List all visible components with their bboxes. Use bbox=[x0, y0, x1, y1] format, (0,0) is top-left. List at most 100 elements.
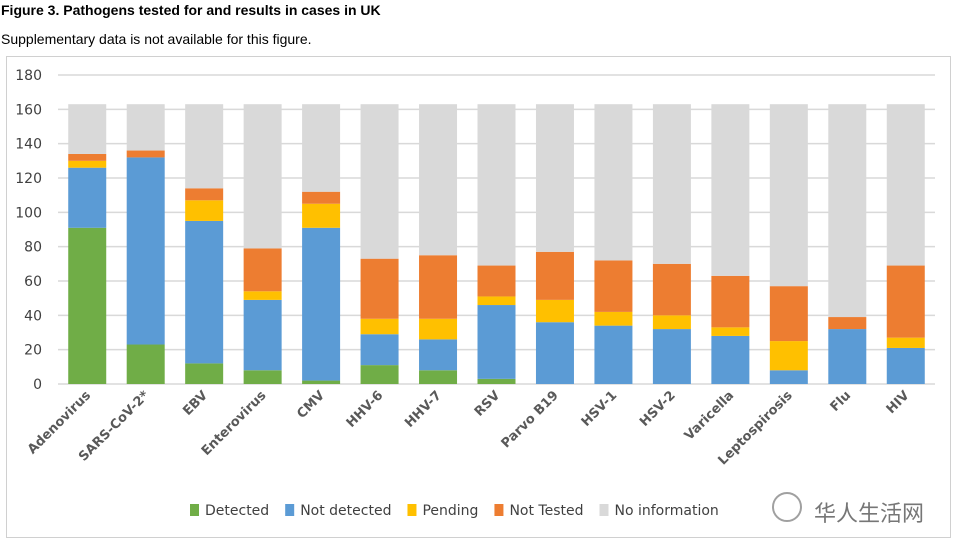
bar-segment-no-information bbox=[652, 104, 691, 264]
bar-segment-not-tested bbox=[419, 255, 458, 319]
bar-segment-no-information bbox=[68, 104, 107, 154]
bar-segment-pending bbox=[185, 200, 224, 221]
y-tick-label: 180 bbox=[15, 68, 42, 84]
bar-segment-no-information bbox=[419, 104, 458, 256]
bar-segment-pending bbox=[360, 318, 399, 335]
bar-segment-not-tested bbox=[185, 188, 224, 201]
legend-swatch bbox=[599, 504, 609, 516]
bar-segment-not-tested bbox=[243, 248, 282, 292]
bar-segment-pending bbox=[477, 296, 516, 306]
y-tick-label: 100 bbox=[15, 205, 42, 221]
legend-label: Pending bbox=[422, 503, 478, 519]
bar-segment-not-detected bbox=[302, 227, 341, 381]
bar-segment-detected bbox=[360, 365, 399, 384]
bar-segment-pending bbox=[769, 341, 808, 371]
bar-segment-not-detected bbox=[828, 329, 867, 384]
x-tick-label: HHV-7 bbox=[402, 388, 445, 431]
bar-segment-not-tested bbox=[477, 265, 516, 297]
bar-segment-not-detected bbox=[243, 299, 282, 371]
bar-segment-detected bbox=[477, 378, 516, 384]
bar-segment-no-information bbox=[243, 104, 282, 249]
bar-segment-not-detected bbox=[477, 305, 516, 379]
y-tick-label: 40 bbox=[24, 308, 42, 324]
bar-segment-no-information bbox=[594, 104, 633, 261]
x-tick-label: Flu bbox=[828, 388, 855, 415]
bar-segment-not-tested bbox=[68, 153, 107, 161]
bar-segment-no-information bbox=[360, 104, 399, 259]
legend-label: Detected bbox=[205, 503, 269, 519]
bar-segment-not-detected bbox=[594, 325, 633, 384]
y-tick-label: 160 bbox=[15, 102, 42, 118]
chart-frame bbox=[6, 56, 951, 538]
x-tick-label: CMV bbox=[294, 388, 328, 422]
bar-segment-not-tested bbox=[886, 265, 925, 338]
bar-segment-not-tested bbox=[302, 191, 341, 204]
bar-segment-no-information bbox=[126, 104, 165, 151]
bar-segment-not-detected bbox=[360, 334, 399, 366]
legend-swatch bbox=[190, 504, 199, 516]
bar-segment-pending bbox=[535, 299, 574, 323]
x-tick-label: EBV bbox=[180, 388, 211, 419]
bar-segment-no-information bbox=[711, 104, 750, 276]
bar-segment-no-information bbox=[535, 104, 574, 252]
bar-segment-not-detected bbox=[886, 347, 925, 384]
bar-segment-not-tested bbox=[711, 275, 750, 328]
bar-segment-pending bbox=[68, 160, 107, 168]
bar-segment-no-information bbox=[477, 104, 516, 266]
bar-segment-detected bbox=[302, 380, 341, 384]
bar-segment-pending bbox=[302, 203, 341, 228]
legend-label: Not detected bbox=[300, 503, 391, 519]
figure-subtitle: Supplementary data is not available for … bbox=[1, 31, 312, 47]
y-tick-label: 140 bbox=[15, 137, 42, 153]
bar-segment-not-detected bbox=[185, 220, 224, 364]
bar-segment-not-tested bbox=[126, 150, 165, 158]
bar-segment-no-information bbox=[886, 104, 925, 266]
bar-segment-not-tested bbox=[769, 286, 808, 342]
bar-segment-not-detected bbox=[419, 339, 458, 371]
bar-segment-pending bbox=[594, 311, 633, 326]
x-tick-label: HHV-6 bbox=[344, 388, 387, 431]
bar-segment-detected bbox=[243, 370, 282, 384]
bar-segment-no-information bbox=[828, 104, 867, 318]
bar-segment-pending bbox=[711, 327, 750, 336]
legend-swatch bbox=[494, 504, 504, 516]
bar-segment-not-tested bbox=[652, 263, 691, 316]
bar-segment-not-detected bbox=[126, 157, 165, 345]
bar-segment-not-tested bbox=[535, 251, 574, 300]
y-tick-label: 20 bbox=[24, 343, 42, 359]
y-tick-label: 0 bbox=[33, 377, 42, 393]
bar-segment-not-detected bbox=[711, 335, 750, 384]
y-tick-label: 120 bbox=[15, 171, 42, 187]
x-tick-label: HSV-2 bbox=[637, 388, 679, 430]
legend-swatch bbox=[407, 504, 417, 516]
bar-segment-not-detected bbox=[652, 329, 691, 384]
x-tick-label: Parvo B19 bbox=[499, 388, 562, 451]
legend-swatch bbox=[285, 504, 295, 516]
watermark: 华人生活网 bbox=[814, 501, 925, 526]
legend-label: No information bbox=[614, 503, 718, 519]
x-tick-label: HSV-1 bbox=[579, 388, 621, 430]
bar-segment-pending bbox=[886, 337, 925, 348]
bar-segment-not-tested bbox=[594, 260, 633, 312]
bar-segment-detected bbox=[126, 344, 165, 384]
y-tick-label: 60 bbox=[24, 274, 42, 290]
figure-title: Figure 3. Pathogens tested for and resul… bbox=[1, 2, 381, 18]
bar-segment-pending bbox=[419, 318, 458, 340]
x-tick-label: RSV bbox=[472, 388, 503, 419]
bar-segment-pending bbox=[652, 315, 691, 330]
x-tick-label: HIV bbox=[884, 388, 913, 417]
bar-segment-not-detected bbox=[68, 167, 107, 228]
bar-segment-no-information bbox=[769, 104, 808, 287]
bar-segment-not-detected bbox=[535, 322, 574, 384]
wechat-icon bbox=[772, 492, 802, 522]
bar-segment-detected bbox=[68, 227, 107, 384]
legend-label: Not Tested bbox=[509, 503, 583, 519]
y-tick-label: 80 bbox=[24, 240, 42, 256]
bar-segment-detected bbox=[185, 363, 224, 384]
x-tick-label: Varicella bbox=[682, 388, 737, 443]
bar-segment-no-information bbox=[185, 104, 224, 189]
bar-segment-detected bbox=[419, 370, 458, 384]
bar-segment-not-tested bbox=[360, 258, 399, 319]
bar-segment-no-information bbox=[302, 104, 341, 192]
